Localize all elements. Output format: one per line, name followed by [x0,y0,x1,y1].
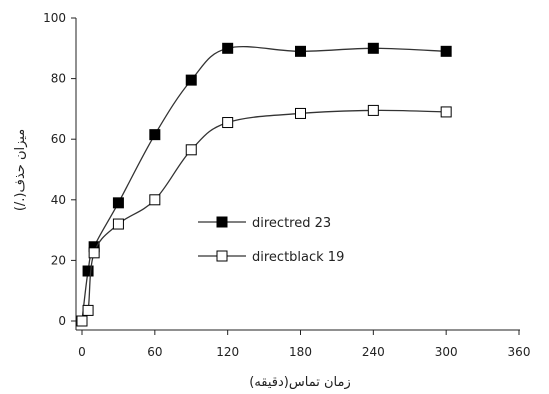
legend-marker-directred-23 [216,216,228,228]
series-line-directred-23 [81,45,447,322]
data-point-directblack-19 [367,104,379,116]
data-point-directblack-19 [222,117,234,129]
y-tick-label: 40 [51,193,66,207]
x-axis-title: زمان تماس(دقیقه) [249,375,350,390]
x-tick-label: 300 [435,345,458,359]
y-tick-label: 100 [43,11,66,25]
data-point-directblack-19 [149,194,161,206]
x-tick-label: 0 [78,345,86,359]
data-point-directblack-19 [185,144,197,156]
data-point-directred-23 [149,129,161,141]
x-tick-label: 360 [508,345,531,359]
legend: directred 23 directblack 19 [198,216,344,265]
legend-label-directblack-19: directblack 19 [252,250,344,265]
x-tick-label: 180 [289,345,312,359]
data-point-directred-23 [222,42,234,54]
x-tick-label: 60 [147,345,162,359]
legend-label-directred-23: directred 23 [252,216,331,231]
data-point-directblack-19 [76,315,88,327]
x-tick-label: 240 [362,345,385,359]
y-tick-label: 60 [51,132,66,146]
data-point-directblack-19 [88,247,100,259]
y-tick-label: 20 [51,253,66,267]
data-point-directred-23 [82,265,94,277]
series-line-directblack-19 [81,109,447,322]
legend-marker-directblack-19 [216,250,228,262]
data-point-directblack-19 [440,106,452,118]
data-point-directblack-19 [112,218,124,230]
data-point-directred-23 [112,197,124,209]
y-axis-title: میزان حذف(./) [13,129,28,211]
y-ticks: 0 20 40 60 80 100 [43,11,76,328]
data-point-directblack-19 [295,107,306,119]
x-ticks: 0 60 120 180 240 300 360 [78,330,530,359]
data-point-directred-23 [440,45,452,57]
data-point-directblack-19 [82,304,94,316]
data-point-directred-23 [185,74,197,86]
y-tick-label: 0 [58,314,66,328]
series-layer [76,42,452,327]
data-point-directred-23 [295,45,306,57]
y-tick-label: 80 [51,72,66,86]
axes [75,18,520,331]
x-tick-label: 120 [216,345,239,359]
data-point-directred-23 [367,42,379,54]
